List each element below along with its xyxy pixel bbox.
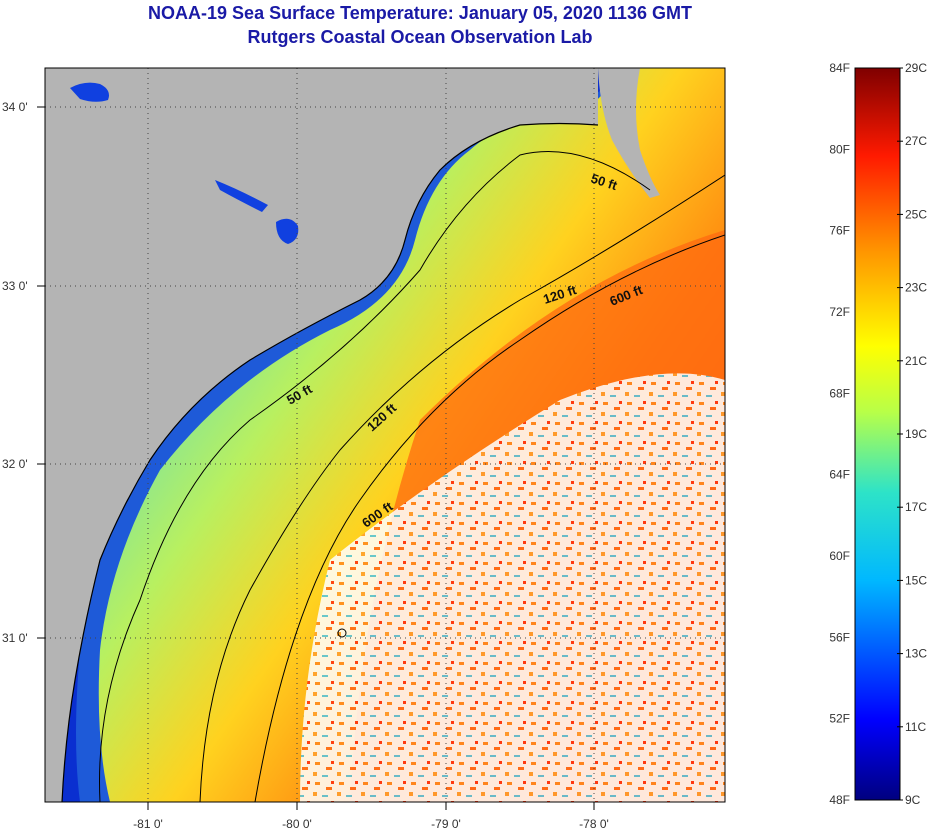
colorbar-c-label: 15C (905, 573, 927, 587)
colorbar-c-label: 27C (905, 134, 927, 148)
graticule (45, 68, 725, 802)
isobath-120ft (199, 174, 725, 802)
buoy-marker (337, 628, 347, 638)
colorbar-f-label: 80F (829, 142, 850, 156)
colorbar-fahrenheit-scale: 84F 80F 76F 72F 68F 64F 60F 56F 52F 48F (829, 61, 850, 807)
colorbar-c-label: 13C (905, 647, 927, 661)
colorbar-f-label: 56F (829, 630, 850, 644)
colorbar-f-label: 84F (829, 61, 850, 75)
lat-tick-label: 33 0' (2, 279, 28, 293)
colorbar-f-label: 52F (829, 712, 850, 726)
colorbar-c-label: 25C (905, 207, 927, 221)
lon-tick-label: -80 0' (282, 817, 312, 831)
map-subtitle: Rutgers Coastal Ocean Observation Lab (247, 27, 593, 47)
inland-lake (215, 180, 268, 212)
colorbar-celsius-scale: 29C 27C 25C 23C 21C 19C 17C 15C 13C 11C 9C (897, 61, 927, 807)
lon-tick-label: -79 0' (431, 817, 461, 831)
cloud-cover-region (300, 373, 725, 802)
colorbar-f-label: 48F (829, 793, 850, 807)
colorbar-c-label: 17C (905, 500, 927, 514)
colorbar-c-label: 11C (905, 720, 926, 734)
colorbar-c-label: 21C (905, 354, 927, 368)
colorbar-c-label: 23C (905, 281, 927, 295)
lat-tick-label: 32 0' (2, 457, 28, 471)
colorbar-f-label: 72F (829, 305, 850, 319)
isobath-50ft (99, 151, 651, 802)
inland-lake (70, 82, 109, 102)
lon-tick-label: -81 0' (133, 817, 163, 831)
land-mass (45, 68, 598, 802)
colorbar-f-label: 76F (829, 224, 850, 238)
inland-lake (276, 218, 299, 244)
isobath-600ft (254, 234, 725, 802)
temperature-colorbar (854, 67, 901, 801)
colorbar-c-label: 19C (905, 427, 927, 441)
colorbar-c-label: 9C (905, 793, 921, 807)
colorbar-f-label: 68F (829, 386, 850, 400)
map-frame (44, 67, 726, 803)
map-area[interactable]: 50 ft 50 ft 120 ft 120 ft 600 ft 600 ft (45, 68, 725, 802)
lat-tick-label: 31 0' (2, 631, 28, 645)
axis-ticks (37, 106, 595, 810)
colorbar-f-label: 64F (829, 468, 850, 482)
lat-tick-label: 34 0' (2, 100, 28, 114)
lon-tick-label: -78 0' (579, 817, 609, 831)
colorbar-f-label: 60F (829, 549, 850, 563)
map-title: NOAA-19 Sea Surface Temperature: January… (148, 3, 692, 23)
cape-fear-land (598, 68, 660, 198)
colorbar-c-label: 29C (905, 61, 927, 75)
coastline (61, 122, 599, 802)
